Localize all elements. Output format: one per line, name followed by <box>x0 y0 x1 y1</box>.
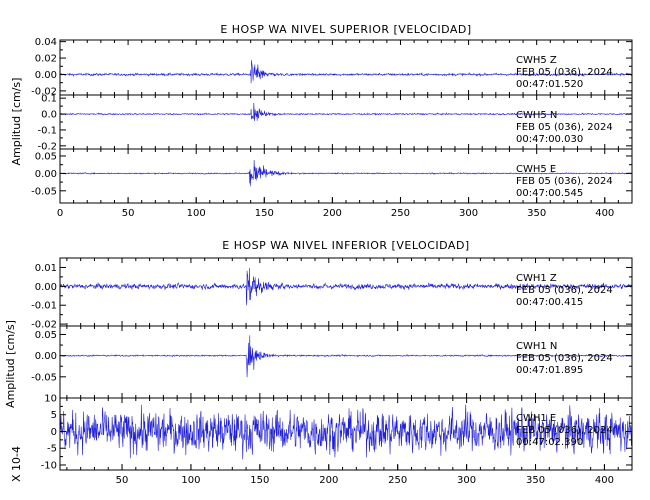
trace-date-label: FEB 05 (036), 2024 <box>516 122 613 133</box>
y-axis-label: Amplitud [cm/s] <box>4 320 17 408</box>
group-title: E HOSP WA NIVEL SUPERIOR [VELOCIDAD] <box>220 23 471 36</box>
station-component-label: CWH1 E <box>516 413 556 424</box>
x-tick-label: 150 <box>255 208 274 219</box>
waveform-line <box>59 102 633 121</box>
x-tick-label: 350 <box>527 208 546 219</box>
x-tick-label: 250 <box>391 208 410 219</box>
waveform-line <box>59 160 633 187</box>
station-component-label: CWH1 N <box>516 341 557 352</box>
y-tick-label: 0.05 <box>35 330 57 341</box>
y-tick-label: 0.04 <box>35 37 57 48</box>
y-tick-label: 0.00 <box>35 169 57 180</box>
y-tick-label: -5 <box>47 444 57 455</box>
x-tick-label: 300 <box>459 208 478 219</box>
y-tick-label: 10 <box>44 394 57 405</box>
x-tick-label: 50 <box>116 475 129 486</box>
trace-time-label: 00:47:01.520 <box>516 79 583 90</box>
trace-time-label: 00:47:00.545 <box>516 188 583 199</box>
trace-date-label: FEB 05 (036), 2024 <box>516 176 613 187</box>
station-component-label: CWH5 Z <box>516 55 557 66</box>
seismogram-group: E HOSP WA NIVEL INFERIOR [VELOCIDAD] Ampl… <box>4 239 633 486</box>
x-tick-label: 100 <box>181 475 200 486</box>
trace-date-label: FEB 05 (036), 2024 <box>516 353 613 364</box>
waveform-line <box>59 267 633 306</box>
y-tick-label: 0.02 <box>35 54 57 65</box>
x-tick-label: 350 <box>526 475 545 486</box>
trace-time-label: 00:47:02.390 <box>516 437 583 448</box>
x-tick-label: 400 <box>595 208 614 219</box>
panel-frame <box>59 397 633 471</box>
trace-date-label: FEB 05 (036), 2024 <box>516 425 613 436</box>
scale-factor-label: X 10-4 <box>10 446 23 482</box>
x-tick-label: 250 <box>388 475 407 486</box>
x-tick-label: 150 <box>250 475 269 486</box>
y-tick-label: -0.01 <box>31 301 57 312</box>
x-tick-label: 200 <box>323 208 342 219</box>
trace-time-label: 00:47:01.895 <box>516 365 583 376</box>
seismogram-group: E HOSP WA NIVEL SUPERIOR [VELOCIDAD] Ampl… <box>10 23 633 219</box>
y-tick-label: 0.0 <box>41 110 57 121</box>
trace-time-label: 00:47:00.415 <box>516 297 583 308</box>
x-tick-label: 100 <box>187 208 206 219</box>
y-tick-label: 5 <box>51 410 57 421</box>
station-component-label: CWH1 Z <box>516 273 557 284</box>
y-tick-label: 0.00 <box>35 70 57 81</box>
x-tick-label: 50 <box>122 208 135 219</box>
y-axis-label: Amplitud [cm/s] <box>10 78 23 166</box>
y-tick-label: -0.05 <box>31 372 57 383</box>
y-tick-label: -0.05 <box>31 186 57 197</box>
trace-date-label: FEB 05 (036), 2024 <box>516 67 613 78</box>
y-tick-label: 0.00 <box>35 351 57 362</box>
x-tick-label: 400 <box>595 475 614 486</box>
y-tick-label: 0.05 <box>35 151 57 162</box>
group-title: E HOSP WA NIVEL INFERIOR [VELOCIDAD] <box>222 239 469 252</box>
y-tick-label: -10 <box>41 460 57 471</box>
y-tick-label: -0.1 <box>37 125 57 136</box>
waveform-line <box>59 60 633 84</box>
station-component-label: CWH5 E <box>516 164 556 175</box>
y-tick-label: 0 <box>51 427 57 438</box>
y-tick-label: 0.01 <box>35 263 57 274</box>
y-tick-label: 0.00 <box>35 282 57 293</box>
y-tick-label: 0.1 <box>41 94 57 105</box>
trace-date-label: FEB 05 (036), 2024 <box>516 285 613 296</box>
station-component-label: CWH5 N <box>516 110 557 121</box>
x-tick-label: 0 <box>57 208 63 219</box>
x-tick-label: 300 <box>457 475 476 486</box>
y-tick-label: -0.02 <box>31 320 57 331</box>
waveform-line <box>59 335 632 378</box>
y-tick-label: -0.2 <box>37 141 57 152</box>
waveform-line <box>59 404 633 460</box>
y-tick-label: -0.02 <box>31 86 57 97</box>
trace-time-label: 00:47:00.030 <box>516 134 583 145</box>
x-tick-label: 200 <box>319 475 338 486</box>
